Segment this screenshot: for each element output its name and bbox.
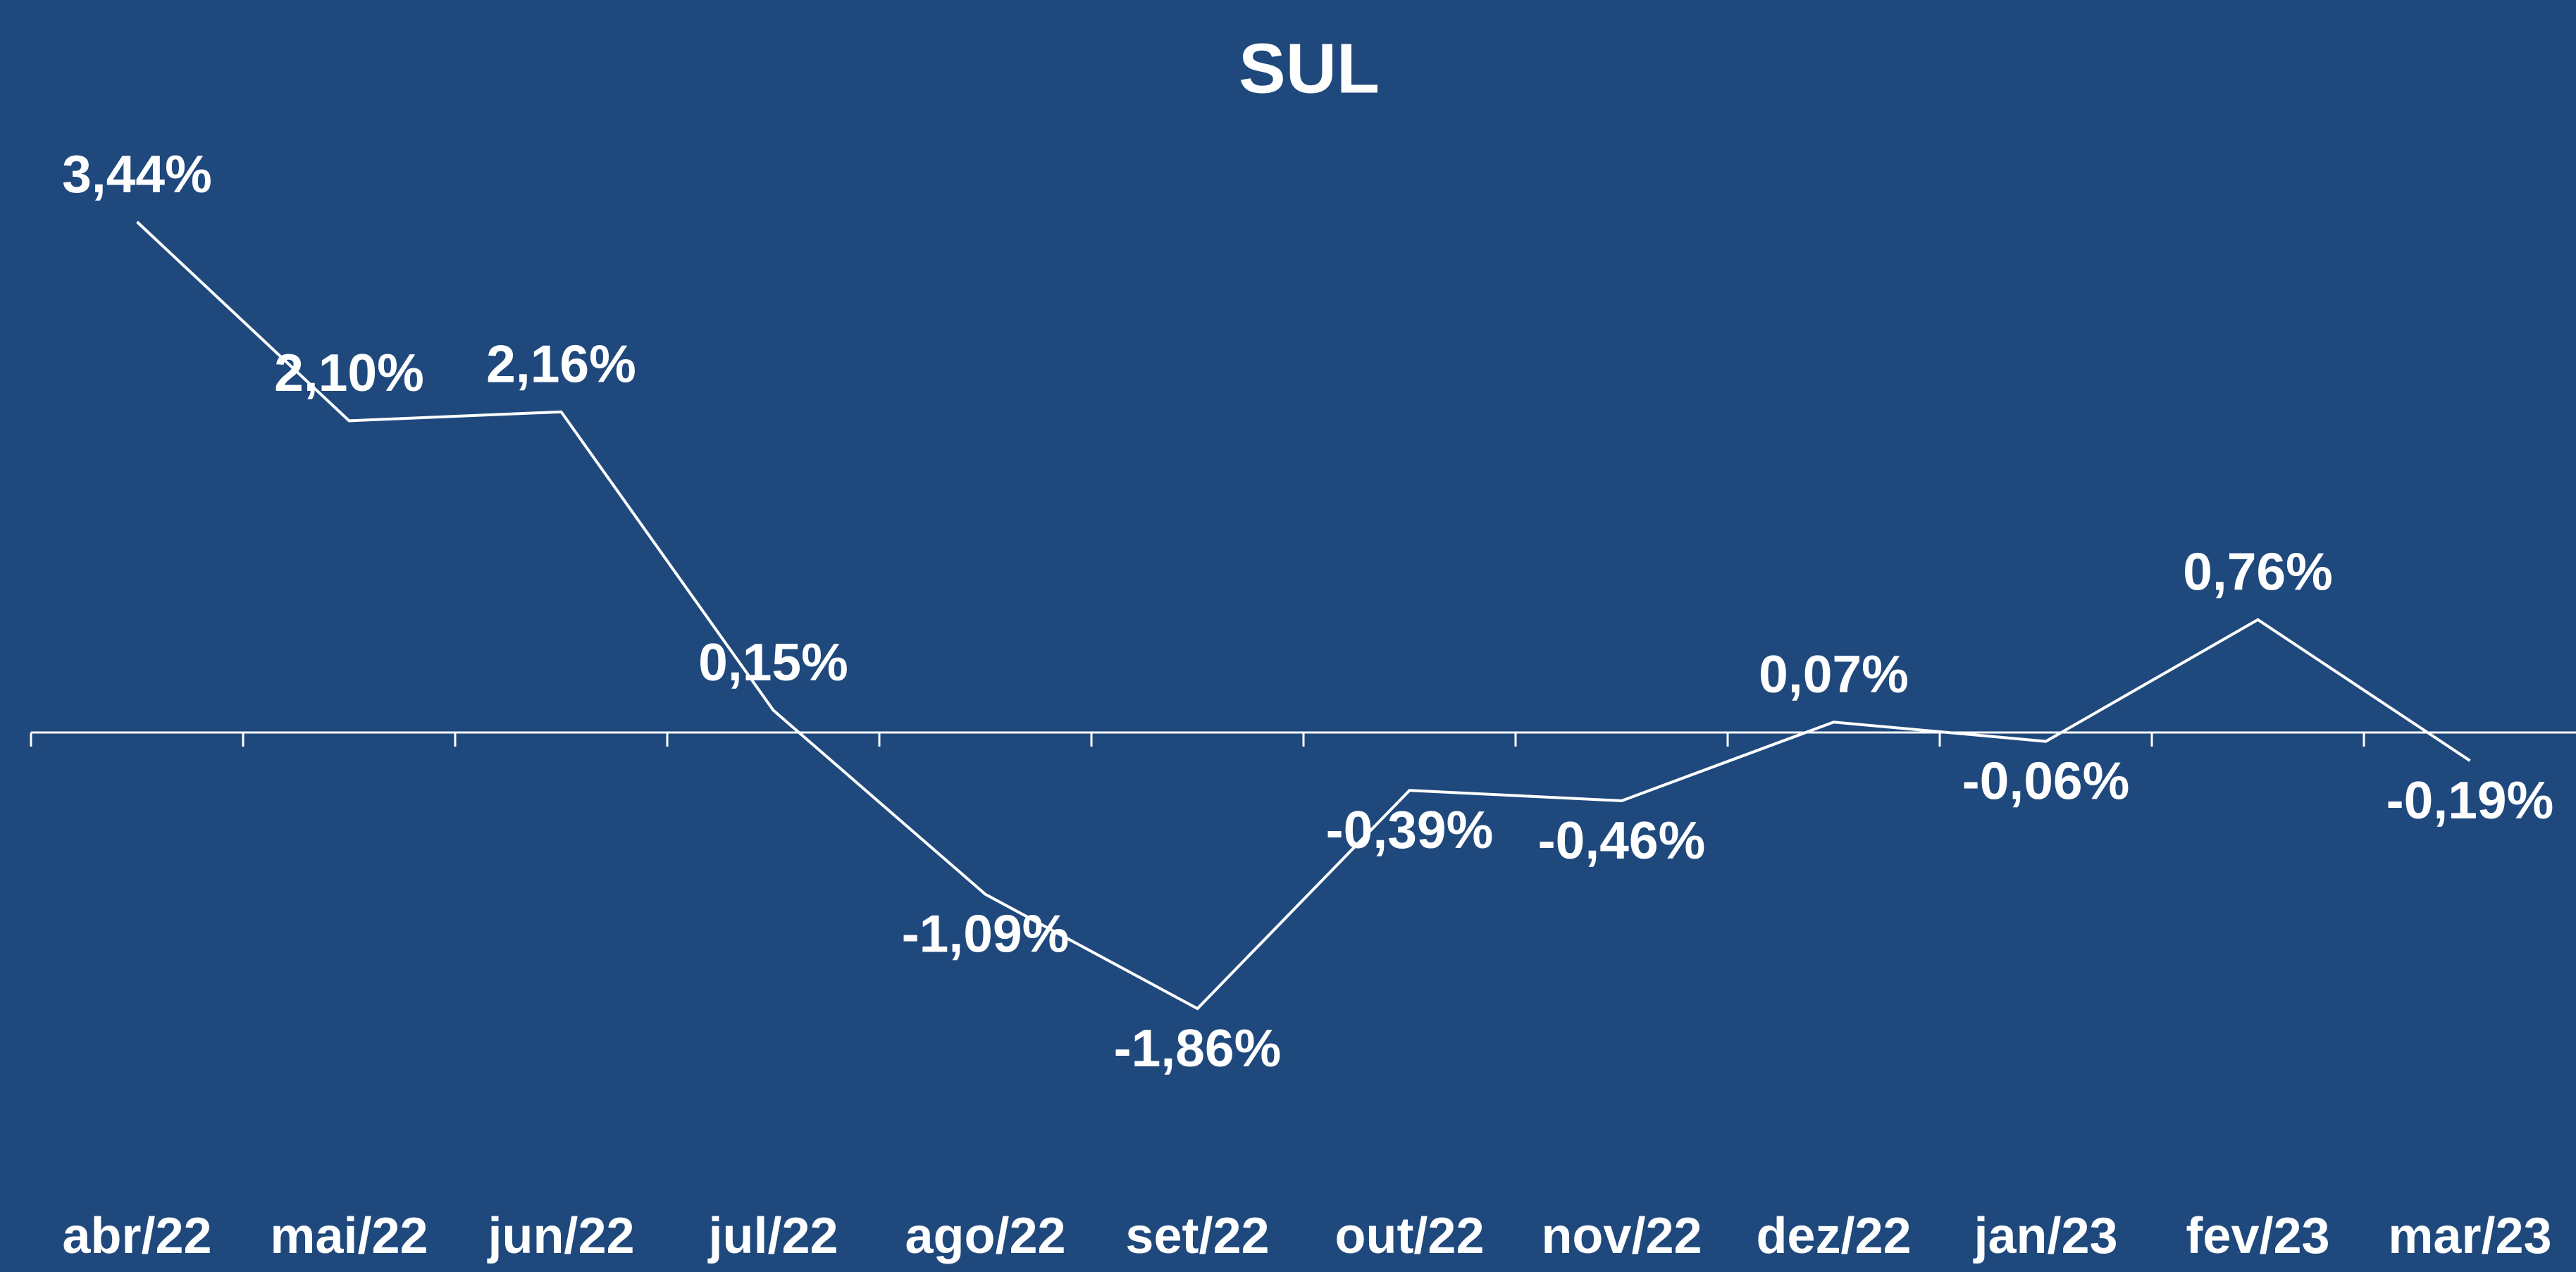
chart-title: SUL [1239, 29, 1380, 108]
x-tick-label: jan/23 [1972, 1208, 2117, 1264]
x-tick-label: fev/23 [2186, 1208, 2329, 1264]
x-tick-label: mar/23 [2388, 1208, 2551, 1264]
x-tick-label: abr/22 [62, 1208, 211, 1264]
data-label: 0,76% [2183, 542, 2333, 601]
data-label: -0,06% [1962, 751, 2130, 810]
x-tick-label: nov/22 [1541, 1208, 1702, 1264]
x-tick-label: set/22 [1125, 1208, 1269, 1264]
x-tick-label: out/22 [1335, 1208, 1484, 1264]
data-label: -0,19% [2386, 771, 2554, 830]
data-label: 3,44% [62, 144, 212, 204]
x-tick-label: jun/22 [486, 1208, 634, 1264]
data-label: 0,15% [698, 632, 848, 692]
data-label: 2,16% [486, 335, 636, 394]
x-tick-label: ago/22 [905, 1208, 1065, 1264]
x-tick-label: jul/22 [707, 1208, 838, 1264]
data-label: 2,10% [274, 343, 424, 402]
data-line [136, 220, 2471, 1011]
x-tick-label: mai/22 [270, 1208, 428, 1264]
data-label: -1,86% [1114, 1018, 1282, 1078]
data-label: -0,46% [1538, 811, 1706, 870]
data-label: 0,07% [1759, 644, 1909, 704]
data-label: -1,09% [902, 904, 1070, 964]
data-label: -0,39% [1326, 800, 1494, 859]
x-tick-label: dez/22 [1756, 1208, 1911, 1264]
